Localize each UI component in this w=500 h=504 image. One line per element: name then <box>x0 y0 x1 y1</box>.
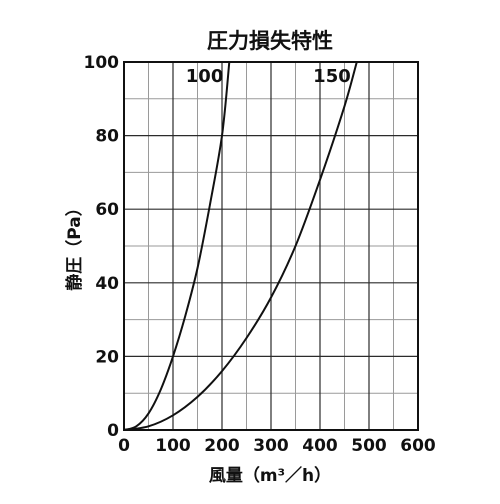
x-tick-label: 200 <box>204 436 240 456</box>
series-labels: 100 150 <box>186 66 351 87</box>
x-tick-label: 0 <box>118 436 130 456</box>
grid <box>123 61 419 431</box>
x-axis-label: 風量（m³／h） <box>209 465 331 486</box>
series-label-100: 100 <box>186 66 224 87</box>
y-tick-label: 0 <box>107 421 119 441</box>
series-line-150 <box>123 61 358 431</box>
tick-labels: 0 100 200 300 400 500 600 0 20 40 60 80 100 <box>84 53 436 456</box>
y-tick-label: 80 <box>95 127 119 147</box>
y-tick-label: 60 <box>95 200 119 220</box>
y-axis-label: 静圧（Pa） <box>64 199 85 290</box>
plot-frame <box>123 61 419 431</box>
x-tick-label: 600 <box>400 436 436 456</box>
y-tick-label: 100 <box>84 53 120 73</box>
series-lines <box>123 61 358 431</box>
series-line-100 <box>123 61 231 431</box>
chart-title: 圧力損失特性 <box>207 29 333 53</box>
x-tick-label: 100 <box>155 436 191 456</box>
x-tick-label: 500 <box>351 436 387 456</box>
y-tick-label: 20 <box>95 347 119 367</box>
x-tick-label: 300 <box>253 436 289 456</box>
series-label-150: 150 <box>313 66 351 87</box>
y-tick-label: 40 <box>95 274 119 294</box>
x-tick-label: 400 <box>302 436 338 456</box>
